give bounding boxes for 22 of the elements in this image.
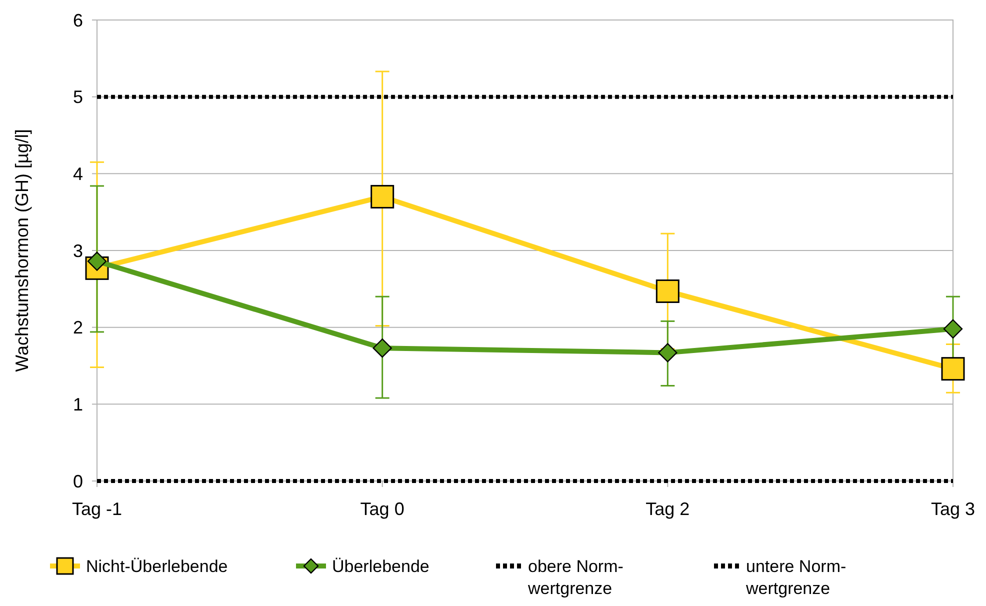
point [943,319,963,338]
x-tick-label: Tag -1 [72,499,122,519]
y-tick-label: 5 [72,87,83,108]
legend-label: Nicht-Überlebende [86,556,228,576]
point [372,338,392,358]
point [656,279,680,303]
point [941,357,965,381]
y-tick-label: 0 [72,471,83,492]
point [658,343,678,362]
x-tick-label: Tag 3 [930,499,976,519]
point [370,184,394,208]
x-tick-label: Tag 0 [360,499,404,519]
legend-label: untere Norm-wertgrenze [745,556,846,598]
y-tick-label: 3 [72,240,83,261]
y-tick-label: 4 [72,164,83,184]
legend-label: obere Norm-wertgrenze [527,556,624,598]
y-axis-title: Wachstumshormon (GH) [µg/l] [12,129,32,372]
y-tick-label: 6 [72,10,83,30]
y-tick-label: 1 [72,394,83,414]
x-tick-label: Tag 2 [646,499,690,519]
legend-label: Überlebende [332,556,430,576]
y-tick-label: 2 [72,318,83,338]
